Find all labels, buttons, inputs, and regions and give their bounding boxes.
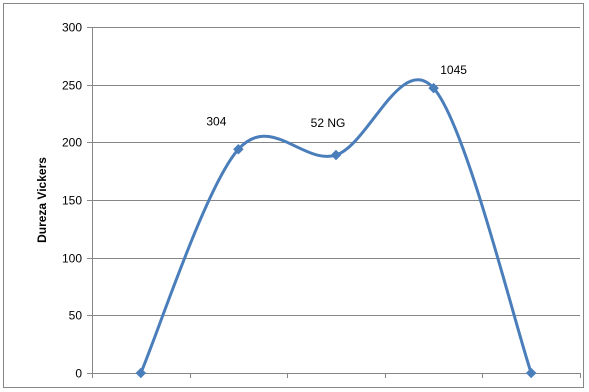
data-point-4: [525, 367, 537, 379]
data-point-0: [135, 367, 147, 379]
chart-area: [3, 3, 584, 388]
y-tick-label-300: 300: [62, 21, 82, 35]
y-tick-label-250: 250: [62, 79, 82, 93]
y-tick-label-100: 100: [62, 252, 82, 266]
y-tick-label-150: 150: [62, 194, 82, 208]
data-point-3: [428, 82, 439, 94]
data-label-1: 304: [206, 114, 226, 128]
y-axis-title: Dureza Vickers: [35, 157, 49, 243]
data-point-1: [233, 143, 244, 155]
y-tick-label-0: 0: [75, 367, 82, 381]
data-label-2: 52 NG: [311, 116, 346, 130]
data-point-2: [330, 149, 342, 161]
y-tick-label-50: 50: [69, 309, 83, 323]
data-label-3: 1045: [440, 63, 467, 77]
y-tick-label-200: 200: [62, 136, 82, 150]
